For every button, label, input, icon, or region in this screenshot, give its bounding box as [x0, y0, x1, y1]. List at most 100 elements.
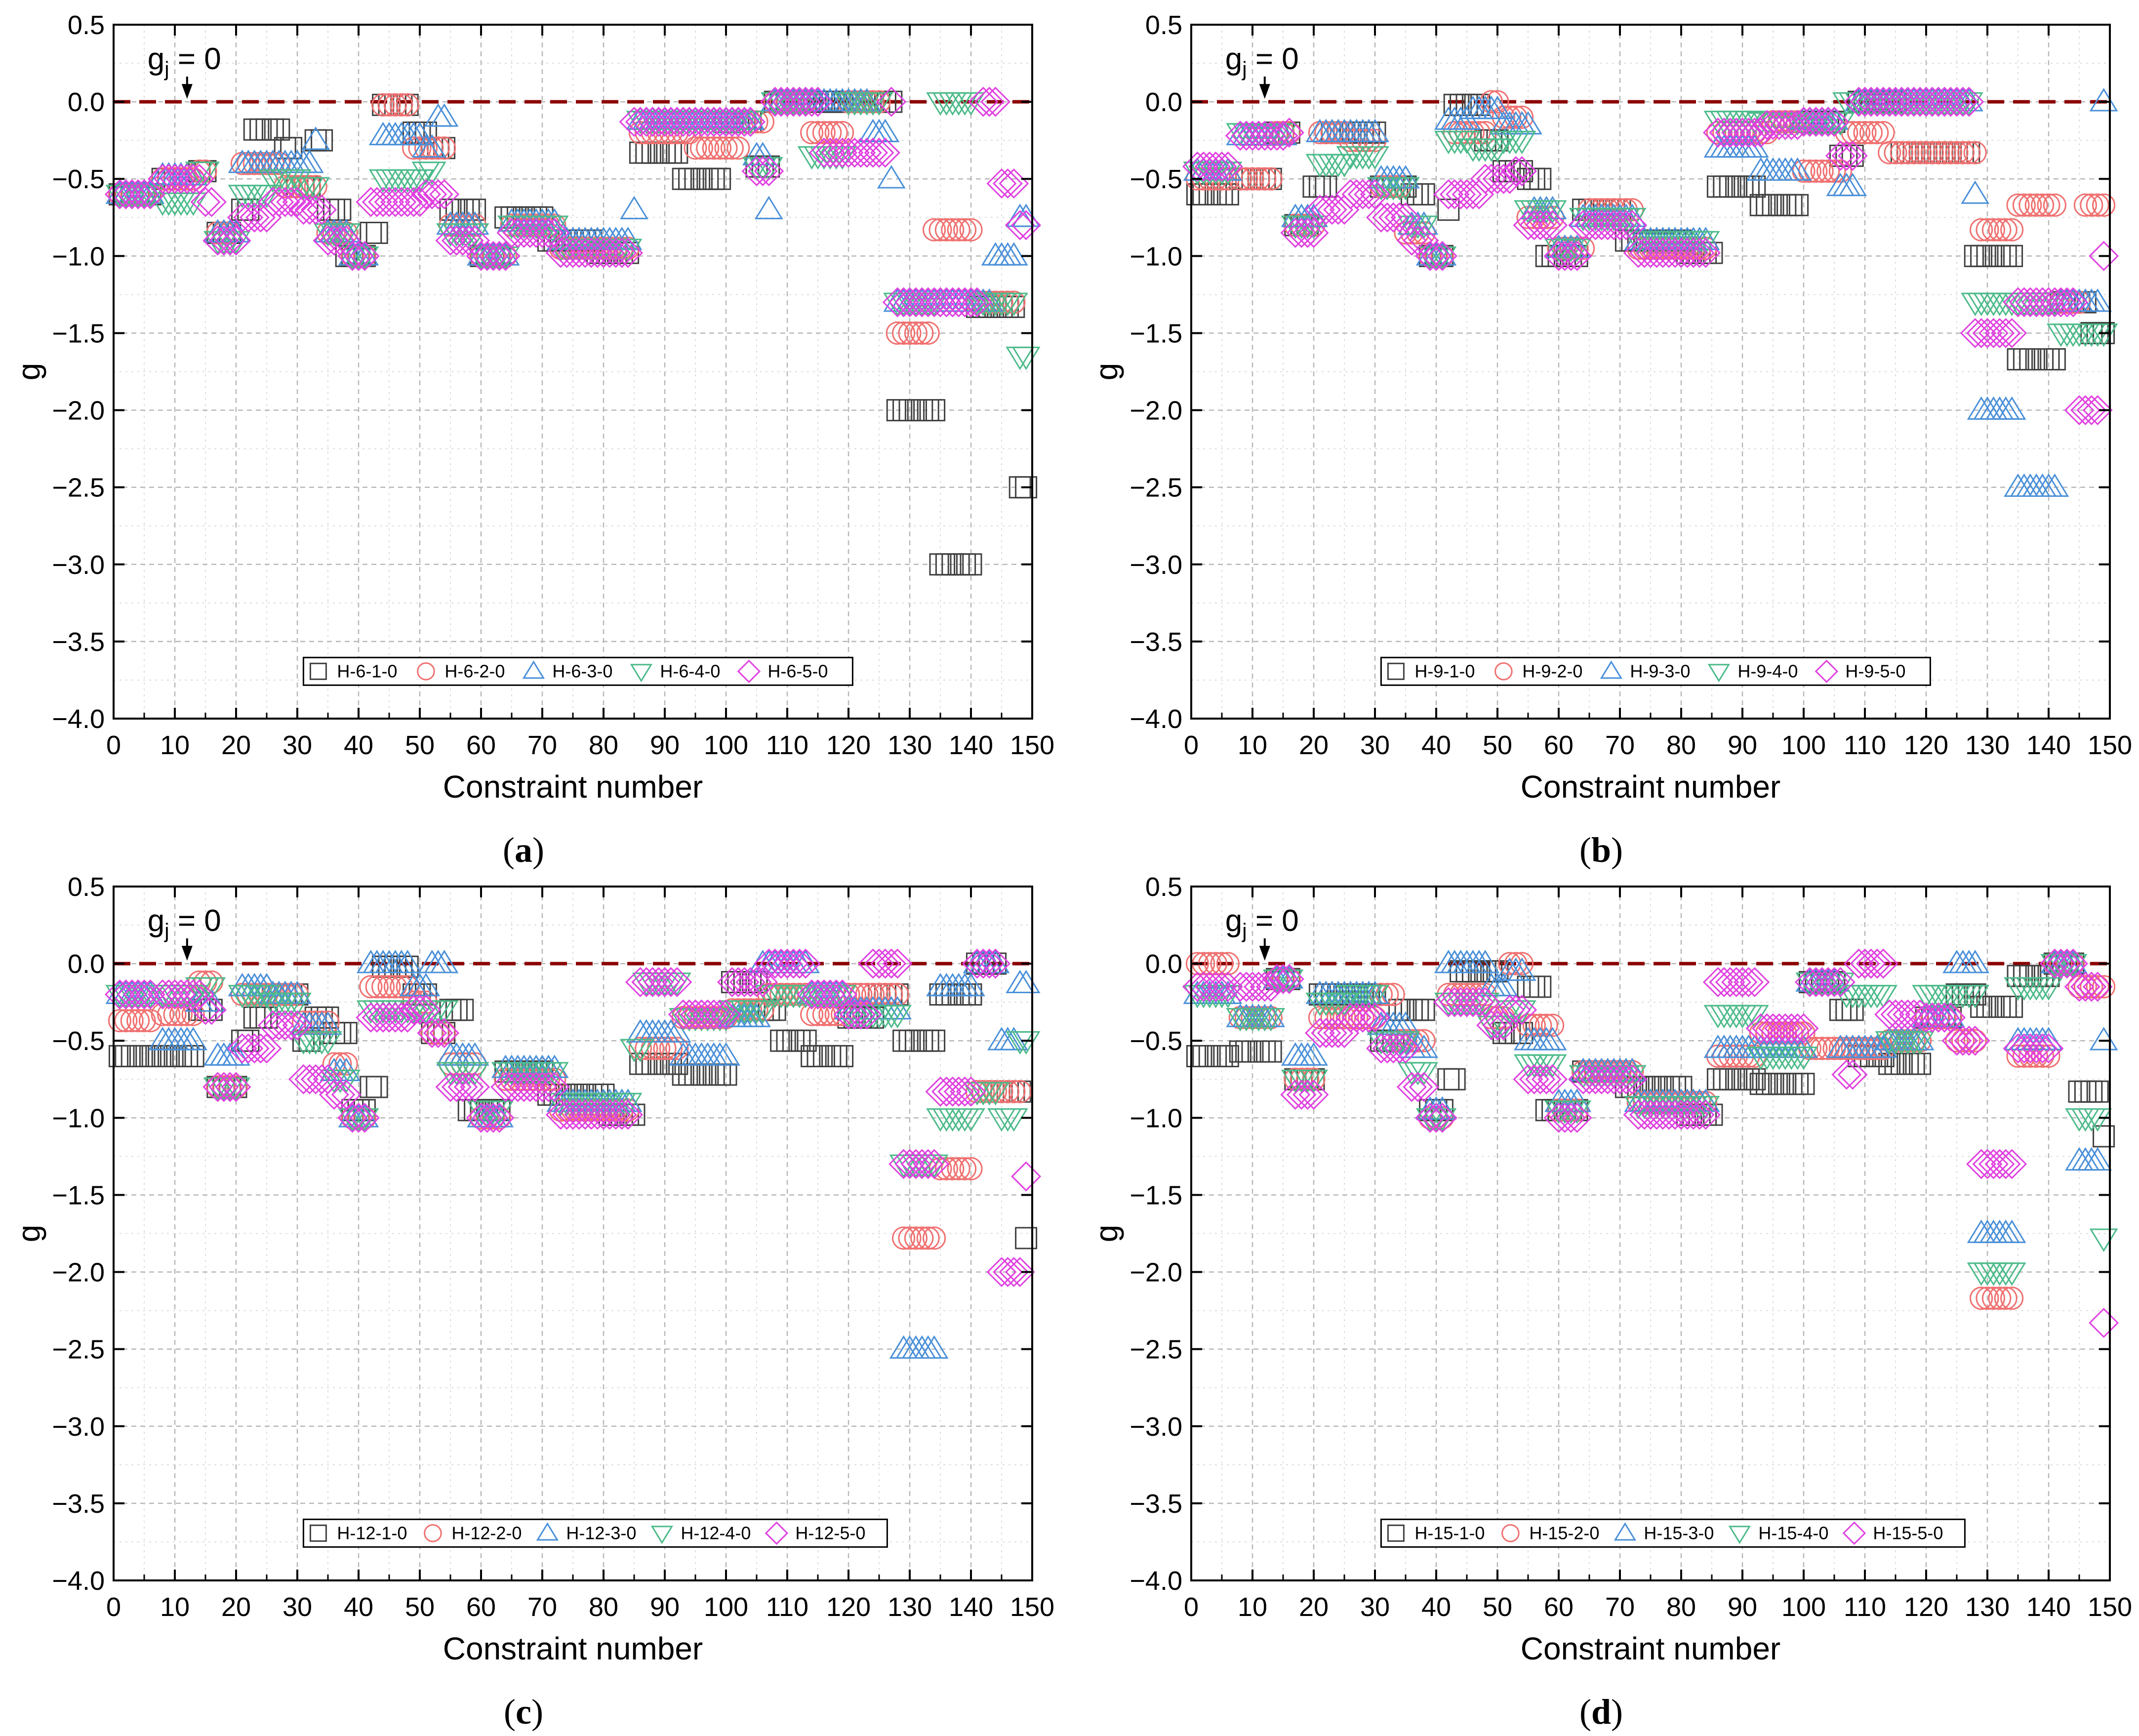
data-point	[331, 1080, 362, 1110]
x-tick-label: 150	[2088, 1592, 2132, 1622]
data-point	[800, 121, 824, 145]
data-point	[1739, 118, 1770, 148]
data-point	[196, 187, 227, 217]
data-point	[1890, 141, 1913, 164]
data-point	[852, 88, 882, 112]
x-tick-label: 110	[1844, 730, 1886, 760]
data-point	[1525, 210, 1556, 241]
legend-label: H-15-1-0	[1414, 1523, 1485, 1543]
x-tick-label: 130	[1965, 1592, 2010, 1622]
data-point	[1556, 1102, 1586, 1133]
data-point	[485, 1100, 514, 1124]
data-point	[1507, 957, 1536, 981]
data-point	[380, 1002, 410, 1033]
y-tick-label: −2.0	[1130, 396, 1182, 426]
data-point	[399, 995, 429, 1025]
data-point	[494, 1067, 518, 1091]
data-point	[941, 218, 965, 242]
data-point	[484, 1102, 515, 1133]
legend-marker	[1614, 1522, 1637, 1541]
legend-box	[1380, 1518, 1966, 1548]
data-point	[1984, 1149, 2015, 1179]
data-point	[2070, 971, 2100, 1002]
data-point	[1869, 985, 1898, 1009]
y-tick-label: −2.5	[52, 473, 105, 503]
data-point	[314, 1031, 342, 1055]
data-point	[2024, 193, 2048, 217]
data-point	[865, 92, 893, 116]
data-point	[1247, 167, 1270, 191]
data-point	[892, 321, 916, 345]
data-point	[334, 1052, 358, 1076]
data-point	[460, 223, 489, 247]
data-point	[723, 107, 754, 137]
legend-label: H-15-4-0	[1758, 1523, 1828, 1543]
data-point	[980, 86, 1011, 117]
data-point	[417, 1018, 447, 1049]
data-point	[1494, 995, 1525, 1025]
data-point	[910, 321, 934, 345]
data-point	[950, 287, 980, 318]
data-point	[1413, 999, 1435, 1021]
x-tick-label: 130	[888, 1592, 932, 1622]
data-point	[999, 292, 1028, 317]
y-tick-label: 0.5	[1145, 872, 1182, 902]
data-point	[711, 999, 741, 1030]
data-point	[662, 1019, 691, 1043]
y-tick-label: −3.5	[52, 1489, 105, 1519]
data-point	[1534, 1013, 1558, 1037]
data-point	[2018, 1044, 2042, 1068]
data-point	[1853, 121, 1877, 145]
data-point	[404, 187, 435, 217]
data-point	[1997, 1149, 2027, 1179]
data-point	[270, 187, 300, 217]
data-point	[1507, 156, 1537, 187]
y-tick-label: −4.0	[1130, 704, 1182, 734]
data-point	[1847, 121, 1871, 145]
data-point	[429, 1018, 460, 1049]
data-point	[417, 161, 446, 185]
data-point	[1767, 1021, 1791, 1045]
y-axis-title: g	[1089, 1225, 1124, 1243]
data-point	[392, 1002, 423, 1033]
data-point	[898, 321, 922, 345]
data-point	[184, 163, 215, 194]
data-point	[1739, 967, 1770, 998]
data-point	[1494, 163, 1525, 194]
y-tick-label: −3.0	[1130, 1412, 1182, 1442]
data-point	[662, 967, 692, 998]
y-tick-label: −2.5	[52, 1335, 105, 1365]
data-point	[191, 161, 220, 185]
data-point	[934, 218, 958, 242]
data-point	[2089, 241, 2119, 271]
x-axis-title: Constraint number	[443, 1631, 703, 1666]
data-point	[1957, 141, 1981, 164]
data-point	[1255, 971, 1286, 1002]
data-point	[720, 136, 744, 160]
data-point	[907, 1149, 937, 1179]
data-point	[1204, 952, 1228, 975]
annotation-gj-zero: gj = 0	[1225, 42, 1299, 81]
data-point	[218, 1075, 242, 1099]
x-tick-label: 50	[1483, 1592, 1512, 1622]
data-point	[910, 1226, 934, 1250]
x-tick-label: 140	[949, 1592, 993, 1622]
data-point	[1961, 180, 1990, 204]
data-point	[1678, 238, 1709, 268]
data-point	[606, 238, 637, 268]
data-point	[635, 1037, 658, 1060]
data-point	[1391, 177, 1420, 201]
data-point	[484, 241, 515, 271]
data-point	[1361, 985, 1389, 1009]
data-point	[1265, 967, 1289, 991]
x-axis-title: Constraint number	[1521, 769, 1780, 805]
legend-marker	[1387, 662, 1405, 680]
data-point	[923, 1029, 946, 1052]
data-point	[1807, 107, 1837, 137]
data-point	[108, 1009, 131, 1033]
data-point	[980, 948, 1011, 979]
annotation-arrow-head	[1259, 946, 1270, 961]
x-tick-label: 40	[344, 1592, 373, 1622]
x-tick-label: 140	[2026, 730, 2071, 760]
data-point	[2001, 244, 2023, 267]
